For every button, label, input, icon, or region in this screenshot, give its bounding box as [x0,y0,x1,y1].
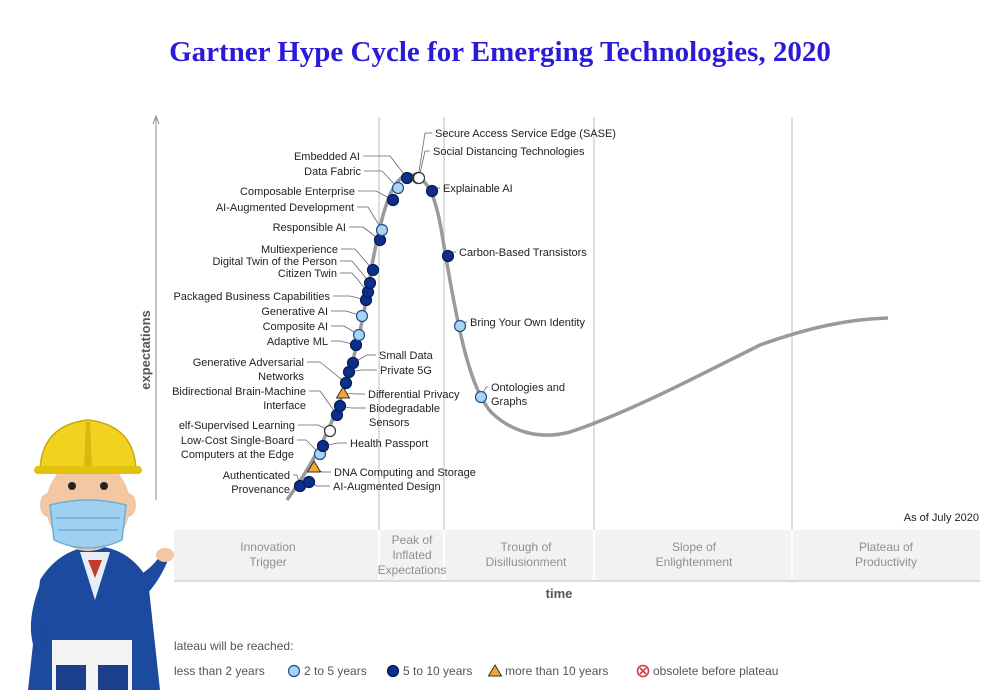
tech-label-digital-twin-of-the-person: Digital Twin of the Person [212,256,337,268]
phase-label-5: Plateau of Productivity [855,540,917,569]
tech-label-elf-supervised-learning: elf-Supervised Learning [179,420,295,432]
svg-text:less than 2 years: less than 2 years [174,664,265,678]
marker-ai-augmented-development [375,223,389,237]
marker-bring-your-own-identity [453,319,467,333]
phase-label-3: Trough of Disillusionment [486,540,567,569]
legend-item-more-than-10-years: more than 10 years [487,664,608,678]
marker-digital-twin-of-the-person [363,276,377,290]
tech-label-composite-ai: Composite AI [263,321,328,333]
marker-health-passport [316,439,330,453]
mascot-figure [28,419,174,690]
y-axis-label: expectations [138,310,153,389]
tech-label-packaged-business-capabilities: Packaged Business Capabilities [173,291,330,303]
tech-label-ontologies-and-graphs: Ontologies and Graphs [491,382,565,408]
legend-item-2-to-5-years: 2 to 5 years [287,664,367,678]
marker-multiexperience [366,263,380,277]
marker-social-distancing-technologies [412,171,426,185]
as-of-date: As of July 2020 [904,512,979,524]
tech-label-social-distancing-technologies: Social Distancing Technologies [433,146,585,158]
tech-label-private-5g: Private 5G [380,365,432,377]
marker-responsible-ai [373,233,387,247]
tech-label-differential-privacy: Differential Privacy [368,389,460,401]
svg-text:more than 10 years: more than 10 years [505,664,608,678]
phase-label-4: Slope of Enlightenment [656,540,733,569]
tech-label-ai-augmented-design: AI-Augmented Design [333,481,441,493]
tech-label-carbon-based-transistors: Carbon-Based Transistors [459,247,587,259]
legend-title: lateau will be reached: [174,639,293,653]
tech-label-explainable-ai: Explainable AI [443,183,513,195]
x-axis-label: time [546,586,573,601]
leader-secure-access-service-edge-sase [417,132,426,179]
tech-label-generative-ai: Generative AI [261,306,328,318]
tech-label-generative-adversarial-networks: Generative Adversarial Networks [193,357,305,383]
marker-explainable-ai [425,184,439,198]
tech-label-bring-your-own-identity: Bring Your Own Identity [470,317,585,329]
tech-label-embedded-ai: Embedded AI [294,151,360,163]
marker-more-than-10-years-legend [487,664,503,677]
tech-label-composable-enterprise: Composable Enterprise [240,186,355,198]
tech-label-multiexperience: Multiexperience [261,244,338,256]
legend-item-obsolete-before-plateau: obsolete before plateau [636,664,778,678]
technology-labels: Authenticated Provenance AI-Augmented Desi… [172,128,616,496]
marker-dna-computing-and-storage [306,460,322,473]
marker-data-fabric [391,181,405,195]
marker-carbon-based-transistors [441,249,455,263]
tech-label-biodegradable-sensors: Biodegradable Sensors [369,403,440,429]
tech-label-responsible-ai: Responsible AI [273,222,346,234]
hype-curve [285,173,889,502]
marker-differential-privacy [335,386,351,399]
marker-embedded-ai [400,171,414,185]
tech-label-dna-computing-and-storage: DNA Computing and Storage [334,467,476,479]
marker-2-to-5-years-legend [287,664,301,678]
svg-text:obsolete before plateau: obsolete before plateau [653,664,778,678]
tech-label-citizen-twin: Citizen Twin [278,268,337,280]
svg-text:5 to 10 years: 5 to 10 years [403,664,472,678]
marker-adaptive-ml [349,338,363,352]
marker-generative-ai [355,309,369,323]
phase-label-1: Innovation Trigger [240,540,295,569]
marker-small-data [346,356,360,370]
tech-label-secure-access-service-edge-sase: Secure Access Service Edge (SASE) [435,128,616,140]
phase-label-2: Peak of Inflated Expectations [378,533,447,577]
marker-ai-augmented-design [302,475,316,489]
marker-ontologies-and-graphs [474,390,488,404]
tech-label-health-passport: Health Passport [350,438,428,450]
tech-label-data-fabric: Data Fabric [304,166,361,178]
tech-label-low-cost-single-board-computers-at-the-edge: Low-Cost Single-Board Computers at the Ed… [181,435,294,461]
tech-label-authenticated-provenance: Authenticated Provenance [223,470,290,496]
marker-composable-enterprise [386,193,400,207]
tech-label-small-data: Small Data [379,350,434,362]
axes [152,114,980,582]
technology-markers [293,171,488,493]
marker-5-to-10-years-legend [386,664,400,678]
marker-biodegradable-sensors [333,399,347,413]
y-axis-arrow [152,114,160,125]
legend: lateau will be reached: less than 2 years… [174,639,778,678]
page-title: Gartner Hype Cycle for Emerging Technolo… [169,36,831,68]
phase-band-bg [174,530,980,580]
tech-label-ai-augmented-development: AI-Augmented Development [216,202,354,214]
svg-text:2 to 5 years: 2 to 5 years [304,664,367,678]
marker-generative-adversarial-networks [339,376,353,390]
marker-obsolete-before-plateau-legend [636,664,650,678]
legend-item-less-than-2-years: less than 2 years [174,664,265,678]
marker-elf-supervised-learning [323,424,337,438]
tech-label-bidirectional-brain-machine-interface: Bidirectional Brain-Machine Interface [172,386,306,412]
marker-composite-ai [352,328,366,342]
legend-item-5-to-10-years: 5 to 10 years [386,664,472,678]
phase-band: Innovation Trigger Peak of Inflated Expectat… [174,530,980,580]
tech-label-adaptive-ml: Adaptive ML [267,336,328,348]
phase-dividers [378,117,793,581]
